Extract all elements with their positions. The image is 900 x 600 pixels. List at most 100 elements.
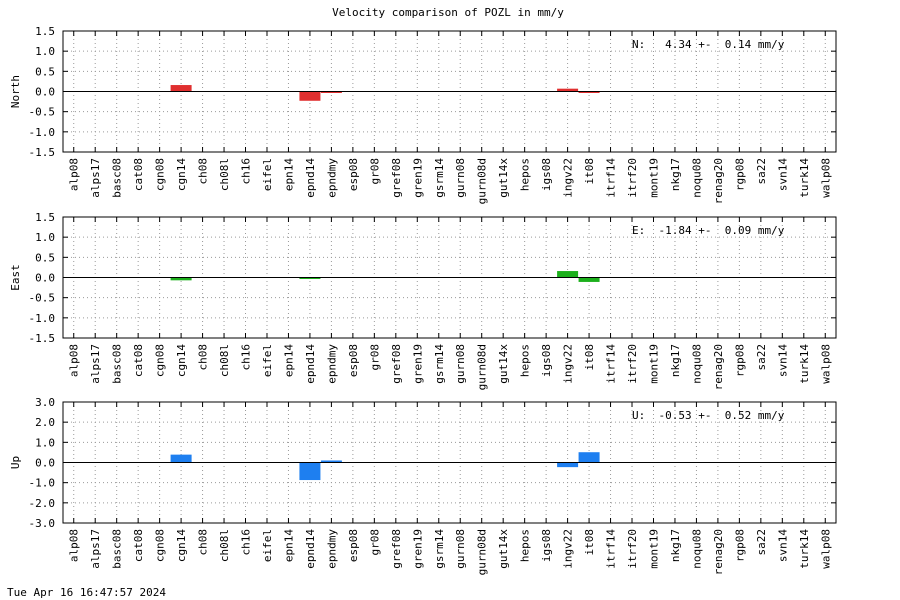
x-tick-label: noqu08 xyxy=(690,529,703,569)
annotation-east: E: -1.84 +- 0.09 mm/y xyxy=(632,224,785,237)
x-tick-label: ch16 xyxy=(240,529,253,556)
x-tick-label: gurn08d xyxy=(476,158,489,204)
chart-panels: 1.5 1.0 0.5 0.0 -0.5 -1.0 -1.5 alp08 alps17 basc0… xyxy=(9,25,837,575)
x-tick-label: cgn08 xyxy=(154,158,167,191)
y-tick-label: -1.0 xyxy=(29,477,56,490)
x-tick-label: gut14x xyxy=(497,529,510,569)
y-tick-label: 0.0 xyxy=(35,86,55,99)
x-tick-label: it08 xyxy=(583,344,596,371)
y-tick-label: 1.0 xyxy=(35,231,55,244)
x-tick-label: ingv22 xyxy=(562,344,575,384)
x-tick-label: renag20 xyxy=(712,529,725,575)
x-tick-label: eifel xyxy=(261,344,274,377)
x-tick-label: sa22 xyxy=(755,344,768,371)
bar-epnd14 xyxy=(299,462,321,481)
x-tick-label: epndmy xyxy=(325,529,338,569)
y-tick-label: 0.0 xyxy=(35,272,55,285)
x-tick-label: gsrm14 xyxy=(433,158,446,198)
y-tick-label: 1.5 xyxy=(35,211,55,224)
y-tick-label: -2.0 xyxy=(29,497,56,510)
x-tick-label: alp08 xyxy=(68,344,81,377)
x-tick-label: it08 xyxy=(583,529,596,556)
x-tick-label: gsrm14 xyxy=(433,344,446,384)
x-tick-label: itrf14 xyxy=(605,158,618,198)
y-tick-label: 0.5 xyxy=(35,65,55,78)
plot-frame xyxy=(62,30,837,153)
x-tick-label: igs08 xyxy=(540,529,553,562)
y-tick-label: -1.0 xyxy=(29,312,56,325)
x-tick-label: gurn08 xyxy=(454,344,467,384)
x-tick-label: gr08 xyxy=(368,529,381,556)
x-tick-label: esp08 xyxy=(347,529,360,562)
x-tick-label: mont19 xyxy=(647,344,660,384)
x-tick-label: mont19 xyxy=(647,529,660,569)
x-tick-label: ch08 xyxy=(197,158,210,185)
bar-ingv22 xyxy=(557,462,579,468)
bar-cgn14 xyxy=(170,277,192,281)
x-tick-label: alps17 xyxy=(89,529,102,569)
x-tick-label: gsrm14 xyxy=(433,529,446,569)
y-axis-label: North xyxy=(9,75,22,108)
x-tick-label: alps17 xyxy=(89,344,102,384)
x-tick-label: gurn08d xyxy=(476,344,489,390)
x-tick-label: sa22 xyxy=(755,158,768,185)
x-tick-label: itrf20 xyxy=(626,344,639,384)
annotation-up: U: -0.53 +- 0.52 mm/y xyxy=(632,409,785,422)
x-tick-label: rgp08 xyxy=(733,344,746,377)
x-tick-label: ch08l xyxy=(218,529,231,562)
y-tick-label: -1.5 xyxy=(29,146,56,159)
y-tick-label: 3.0 xyxy=(35,396,55,409)
x-tick-label: cat08 xyxy=(132,529,145,562)
x-tick-label: cgn08 xyxy=(154,344,167,377)
x-tick-label: turk14 xyxy=(798,529,811,569)
y-tick-label: 0.5 xyxy=(35,251,55,264)
x-tick-label: eifel xyxy=(261,529,274,562)
bar-it08 xyxy=(578,277,600,282)
x-tick-label: gref08 xyxy=(390,344,403,384)
x-tick-label: renag20 xyxy=(712,344,725,390)
y-axis-label: East xyxy=(9,264,22,291)
x-tick-label: esp08 xyxy=(347,158,360,191)
x-tick-label: epnd14 xyxy=(304,344,317,384)
x-tick-label: rgp08 xyxy=(733,158,746,191)
x-tick-label: epndmy xyxy=(325,158,338,198)
bar-cgn14 xyxy=(170,454,192,463)
x-tick-label: turk14 xyxy=(798,158,811,198)
bar-ingv22 xyxy=(557,271,579,278)
y-axis-label: Up xyxy=(9,456,22,469)
x-tick-label: alp08 xyxy=(68,158,81,191)
x-tick-label: walp08 xyxy=(819,344,832,384)
y-tick-label: -1.0 xyxy=(29,126,56,139)
x-tick-label: hepos xyxy=(519,529,532,562)
x-tick-label: basc08 xyxy=(111,158,124,198)
panel-north: 1.5 1.0 0.5 0.0 -0.5 -1.0 -1.5 alp08 alps17 basc0… xyxy=(9,25,837,204)
x-tick-label: epn14 xyxy=(282,158,295,191)
panel-east: 1.5 1.0 0.5 0.0 -0.5 -1.0 -1.5 alp08 alps17 basc0… xyxy=(9,211,837,390)
annotation-north: N: 4.34 +- 0.14 mm/y xyxy=(632,38,785,51)
x-tick-label: gref08 xyxy=(390,158,403,198)
x-tick-label: gurn08 xyxy=(454,158,467,198)
x-tick-label: alp08 xyxy=(68,529,81,562)
x-tick-label: ingv22 xyxy=(562,158,575,198)
bar-epnd14 xyxy=(299,91,321,101)
x-tick-label: ch08 xyxy=(197,344,210,371)
x-tick-label: gren19 xyxy=(411,344,424,384)
x-tick-label: gren19 xyxy=(411,529,424,569)
x-tick-label: gren19 xyxy=(411,158,424,198)
plot-frame xyxy=(62,401,837,524)
x-tick-label: gut14x xyxy=(497,344,510,384)
x-tick-label: gr08 xyxy=(368,344,381,371)
x-tick-label: gurn08d xyxy=(476,529,489,575)
x-tick-label: ch16 xyxy=(240,344,253,371)
bar-cgn14 xyxy=(170,85,192,92)
x-tick-label: svn14 xyxy=(776,529,789,562)
x-tick-label: epn14 xyxy=(282,344,295,377)
x-tick-label: svn14 xyxy=(776,344,789,377)
x-tick-label: it08 xyxy=(583,158,596,185)
bar-it08 xyxy=(578,91,600,93)
x-tick-label: cgn14 xyxy=(175,344,188,377)
x-tick-label: mont19 xyxy=(647,158,660,198)
x-tick-label: nkg17 xyxy=(669,158,682,191)
panel-up: 3.0 2.0 1.0 0.0 -1.0 -2.0 -3.0 alp08 alps17 basc0… xyxy=(9,396,837,575)
y-tick-label: -3.0 xyxy=(29,517,56,530)
